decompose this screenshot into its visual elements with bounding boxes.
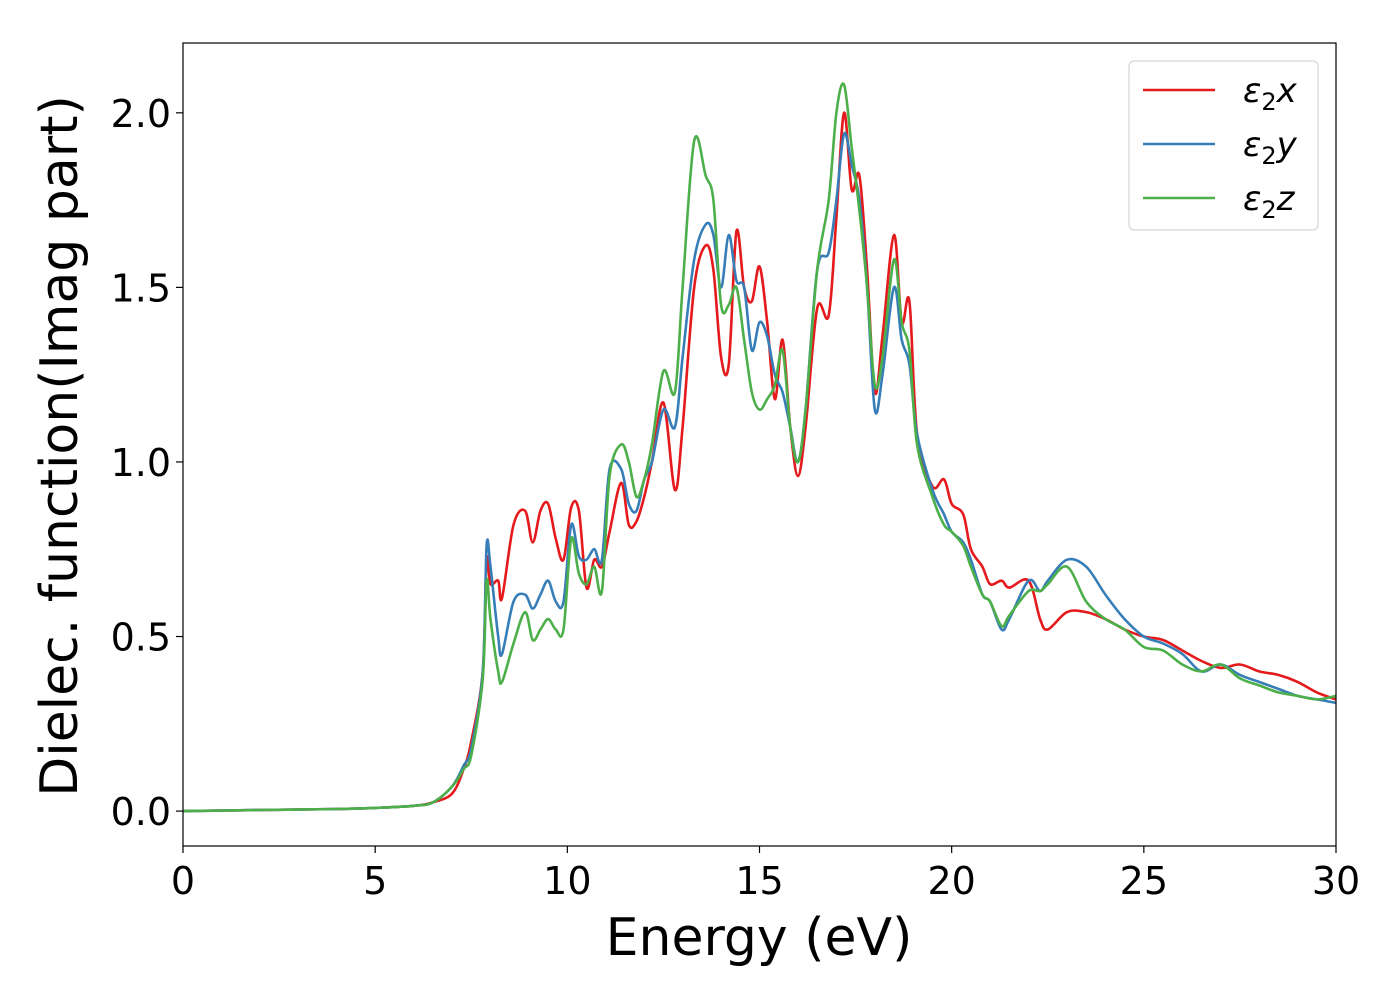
x-tick-label: 10 bbox=[543, 859, 591, 903]
series-layer bbox=[182, 82, 1337, 813]
x-tick-label: 5 bbox=[363, 859, 387, 903]
x-axis-title: Energy (eV) bbox=[606, 908, 913, 968]
series-line-z bbox=[182, 82, 1337, 813]
series-line-x bbox=[182, 111, 1337, 813]
x-tick-label: 30 bbox=[1312, 859, 1360, 903]
legend-label-x: ε2x bbox=[1243, 71, 1298, 116]
y-axis-title: Dielec. function(Imag part) bbox=[30, 95, 90, 797]
series-line-y bbox=[182, 131, 1337, 813]
legend-box bbox=[1128, 60, 1319, 231]
y-axis: 0.0 0.5 1.0 1.5 2.0 bbox=[111, 92, 183, 834]
legend: ε2x ε2y ε2z bbox=[1128, 60, 1319, 231]
x-tick-label: 20 bbox=[927, 859, 975, 903]
legend-label-y: ε2y bbox=[1243, 125, 1298, 170]
legend-label-z: ε2z bbox=[1243, 179, 1296, 224]
x-tick-label: 25 bbox=[1120, 859, 1168, 903]
y-tick-label: 0.5 bbox=[111, 616, 171, 660]
x-axis: 0 5 10 15 20 25 30 bbox=[171, 846, 1360, 903]
y-tick-label: 0.0 bbox=[111, 790, 171, 834]
y-tick-label: 1.0 bbox=[111, 441, 171, 485]
y-tick-label: 2.0 bbox=[111, 92, 171, 136]
y-tick-label: 1.5 bbox=[111, 266, 171, 310]
x-tick-label: 0 bbox=[171, 859, 195, 903]
x-tick-label: 15 bbox=[735, 859, 783, 903]
